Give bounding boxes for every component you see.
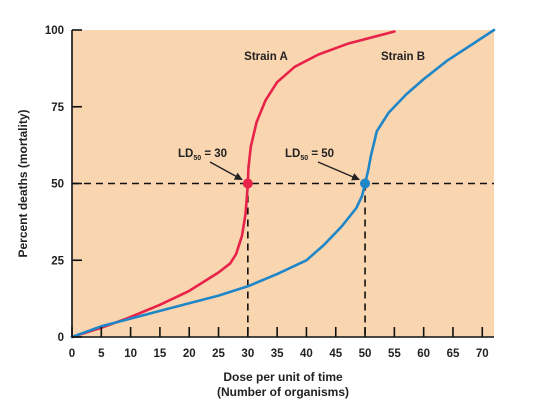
ld50-point-strain-b	[360, 178, 371, 189]
ld50-point-strain-a	[242, 178, 253, 189]
y-axis-title: Percent deaths (mortality)	[16, 109, 30, 257]
x-tick-label: 15	[154, 348, 167, 360]
x-tick-label: 40	[300, 348, 313, 360]
y-tick-label: 75	[51, 102, 64, 114]
ld50-b-label: LD50 = 50	[285, 148, 334, 162]
x-tick-label: 50	[359, 348, 372, 360]
y-tick-label: 50	[51, 179, 64, 191]
ld50-b-arrow	[317, 161, 360, 181]
x-tick-label: 55	[388, 348, 401, 360]
reference-lines	[72, 182, 494, 337]
axes: 0 5 10 15 20 25 30 35 40 45 50 55 60 65 70 0 25 50 75 100 Do…	[16, 25, 494, 399]
x-tick-label: 65	[447, 348, 460, 360]
x-tick-label: 35	[271, 348, 284, 360]
x-axis-subtitle: (Number of organisms)	[217, 385, 349, 399]
x-axis-title: Dose per unit of time	[223, 370, 343, 384]
x-tick-label: 0	[69, 348, 75, 360]
strain-b-label: Strain B	[381, 51, 425, 63]
x-tick-label: 30	[241, 348, 254, 360]
series-line-strain-b	[70, 28, 496, 339]
ld50-a-arrow	[209, 161, 243, 181]
x-tick-label: 25	[212, 348, 225, 360]
x-tick-label: 10	[124, 348, 137, 360]
x-tick-label: 45	[329, 348, 342, 360]
x-tick-label: 5	[98, 348, 105, 360]
ld50-a-label: LD50 = 30	[178, 148, 227, 162]
annotations: Strain A Strain B LD50 = 30 LD50 = 50	[178, 51, 425, 181]
x-tick-label: 60	[417, 348, 430, 360]
marker-layer	[242, 178, 371, 189]
x-tick-label: 20	[183, 348, 196, 360]
strain-a-label: Strain A	[244, 51, 288, 63]
x-tick-label: 70	[476, 348, 489, 360]
y-tick-label: 0	[58, 332, 64, 344]
y-tick-label: 25	[51, 255, 64, 267]
y-tick-label: 100	[45, 25, 64, 37]
